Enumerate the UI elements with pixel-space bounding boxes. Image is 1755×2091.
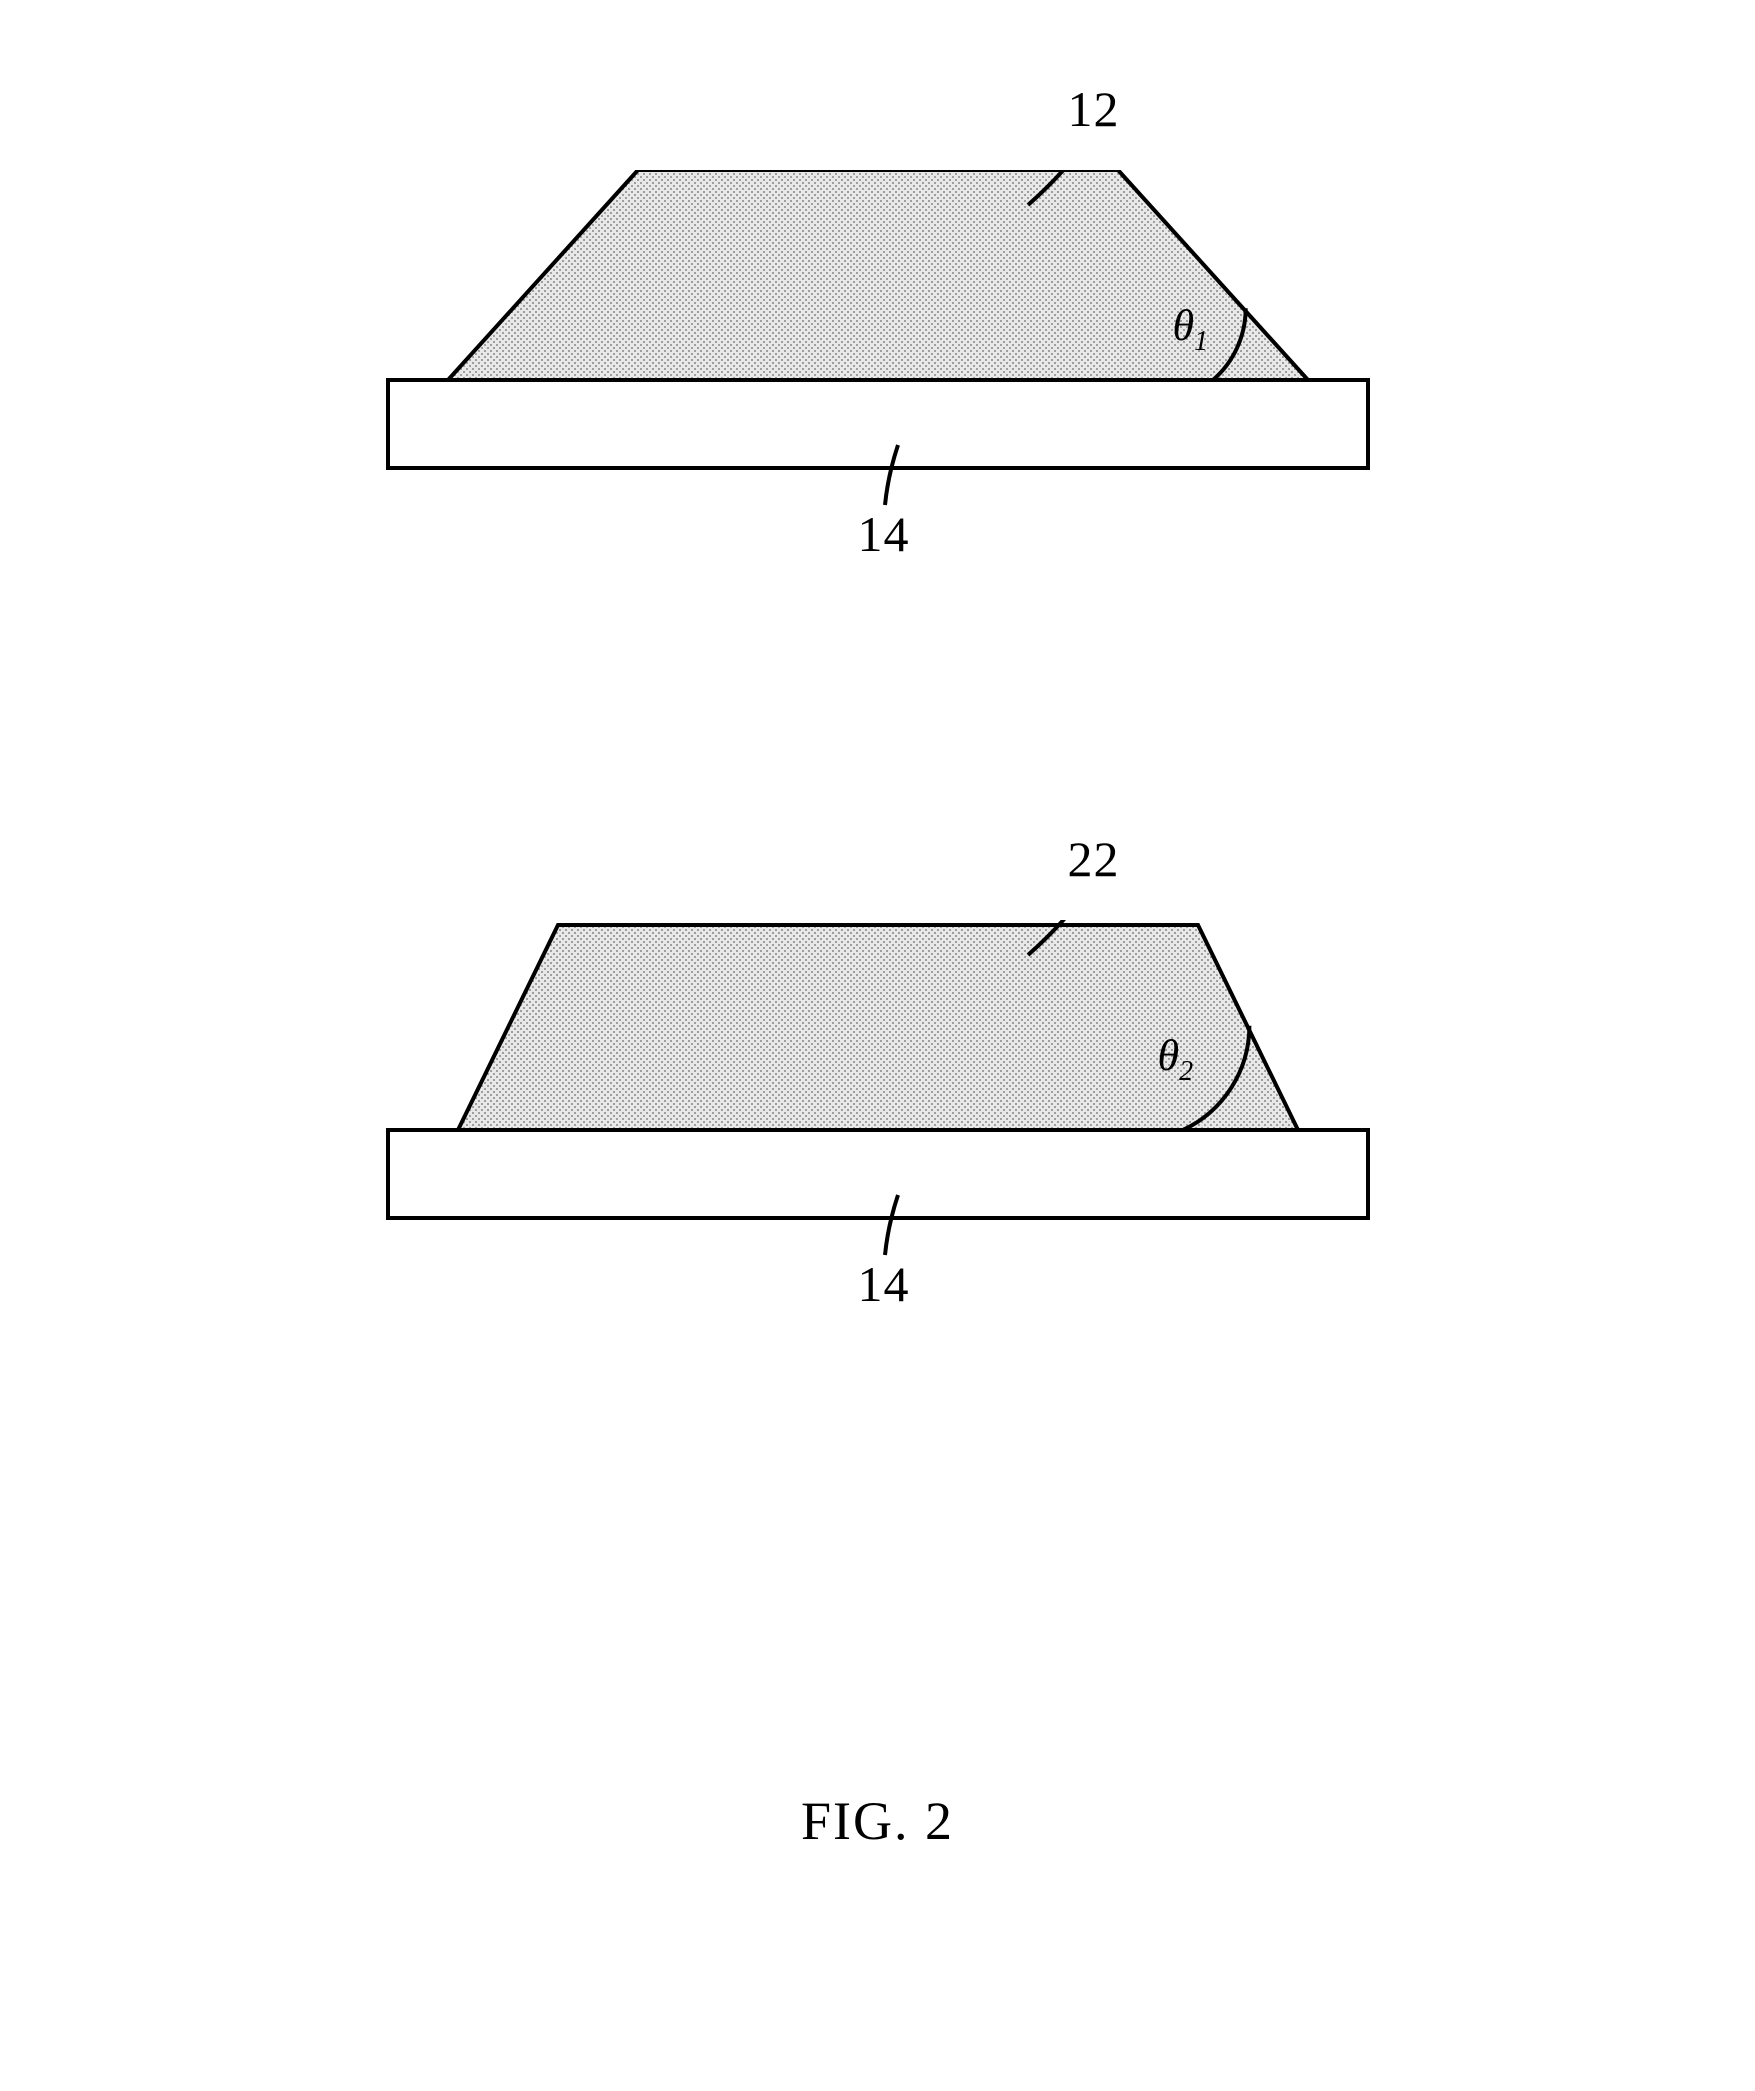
label-14-bottom: 14 — [858, 1255, 910, 1313]
substrate-bottom — [388, 1130, 1368, 1218]
angle-theta1: θ1 — [1173, 300, 1209, 358]
figure-caption: FIG. 2 — [801, 1790, 954, 1852]
angle-theta2: θ2 — [1158, 1030, 1194, 1088]
label-22: 22 — [1068, 830, 1120, 888]
label-12: 12 — [1068, 80, 1120, 138]
trapezoid-bottom — [458, 925, 1298, 1130]
label-14-top: 14 — [858, 505, 910, 563]
substrate-top — [388, 380, 1368, 468]
diagram-top: 12 14 θ1 — [328, 170, 1428, 590]
diagram-bottom: 22 14 θ2 — [328, 920, 1428, 1340]
